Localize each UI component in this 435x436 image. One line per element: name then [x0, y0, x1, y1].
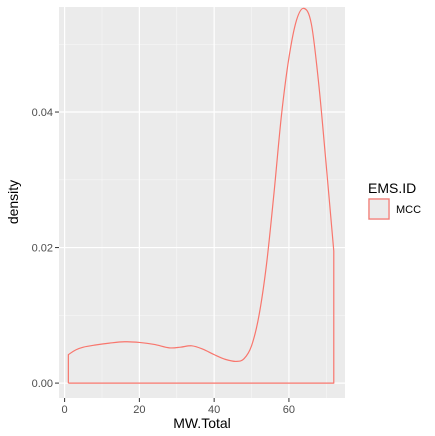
plot-panel — [59, 7, 345, 398]
y-axis: 0.00 0.02 0.04 — [32, 107, 59, 390]
legend-key-swatch-mcc — [368, 198, 390, 220]
minor-gridlines — [59, 7, 345, 398]
x-tick-label: 20 — [133, 404, 145, 416]
density-line-mcc — [67, 7, 335, 384]
y-tick-label: 0.04 — [32, 107, 53, 119]
x-tick-label: 40 — [208, 404, 220, 416]
x-axis-title: MW.Total — [173, 415, 231, 431]
y-tick-label: 0.00 — [32, 378, 53, 390]
legend-title: EMS.ID — [368, 180, 416, 196]
x-tick-label: 60 — [283, 404, 295, 416]
legend: EMS.ID MCC — [368, 180, 421, 220]
x-axis: 0 20 40 60 — [62, 398, 295, 416]
y-axis-title: density — [5, 180, 21, 224]
legend-key-mcc — [368, 198, 390, 220]
y-tick-label: 0.02 — [32, 243, 53, 255]
x-tick-label: 0 — [62, 404, 68, 416]
series-layer — [67, 7, 335, 384]
legend-label-mcc: MCC — [396, 204, 421, 216]
